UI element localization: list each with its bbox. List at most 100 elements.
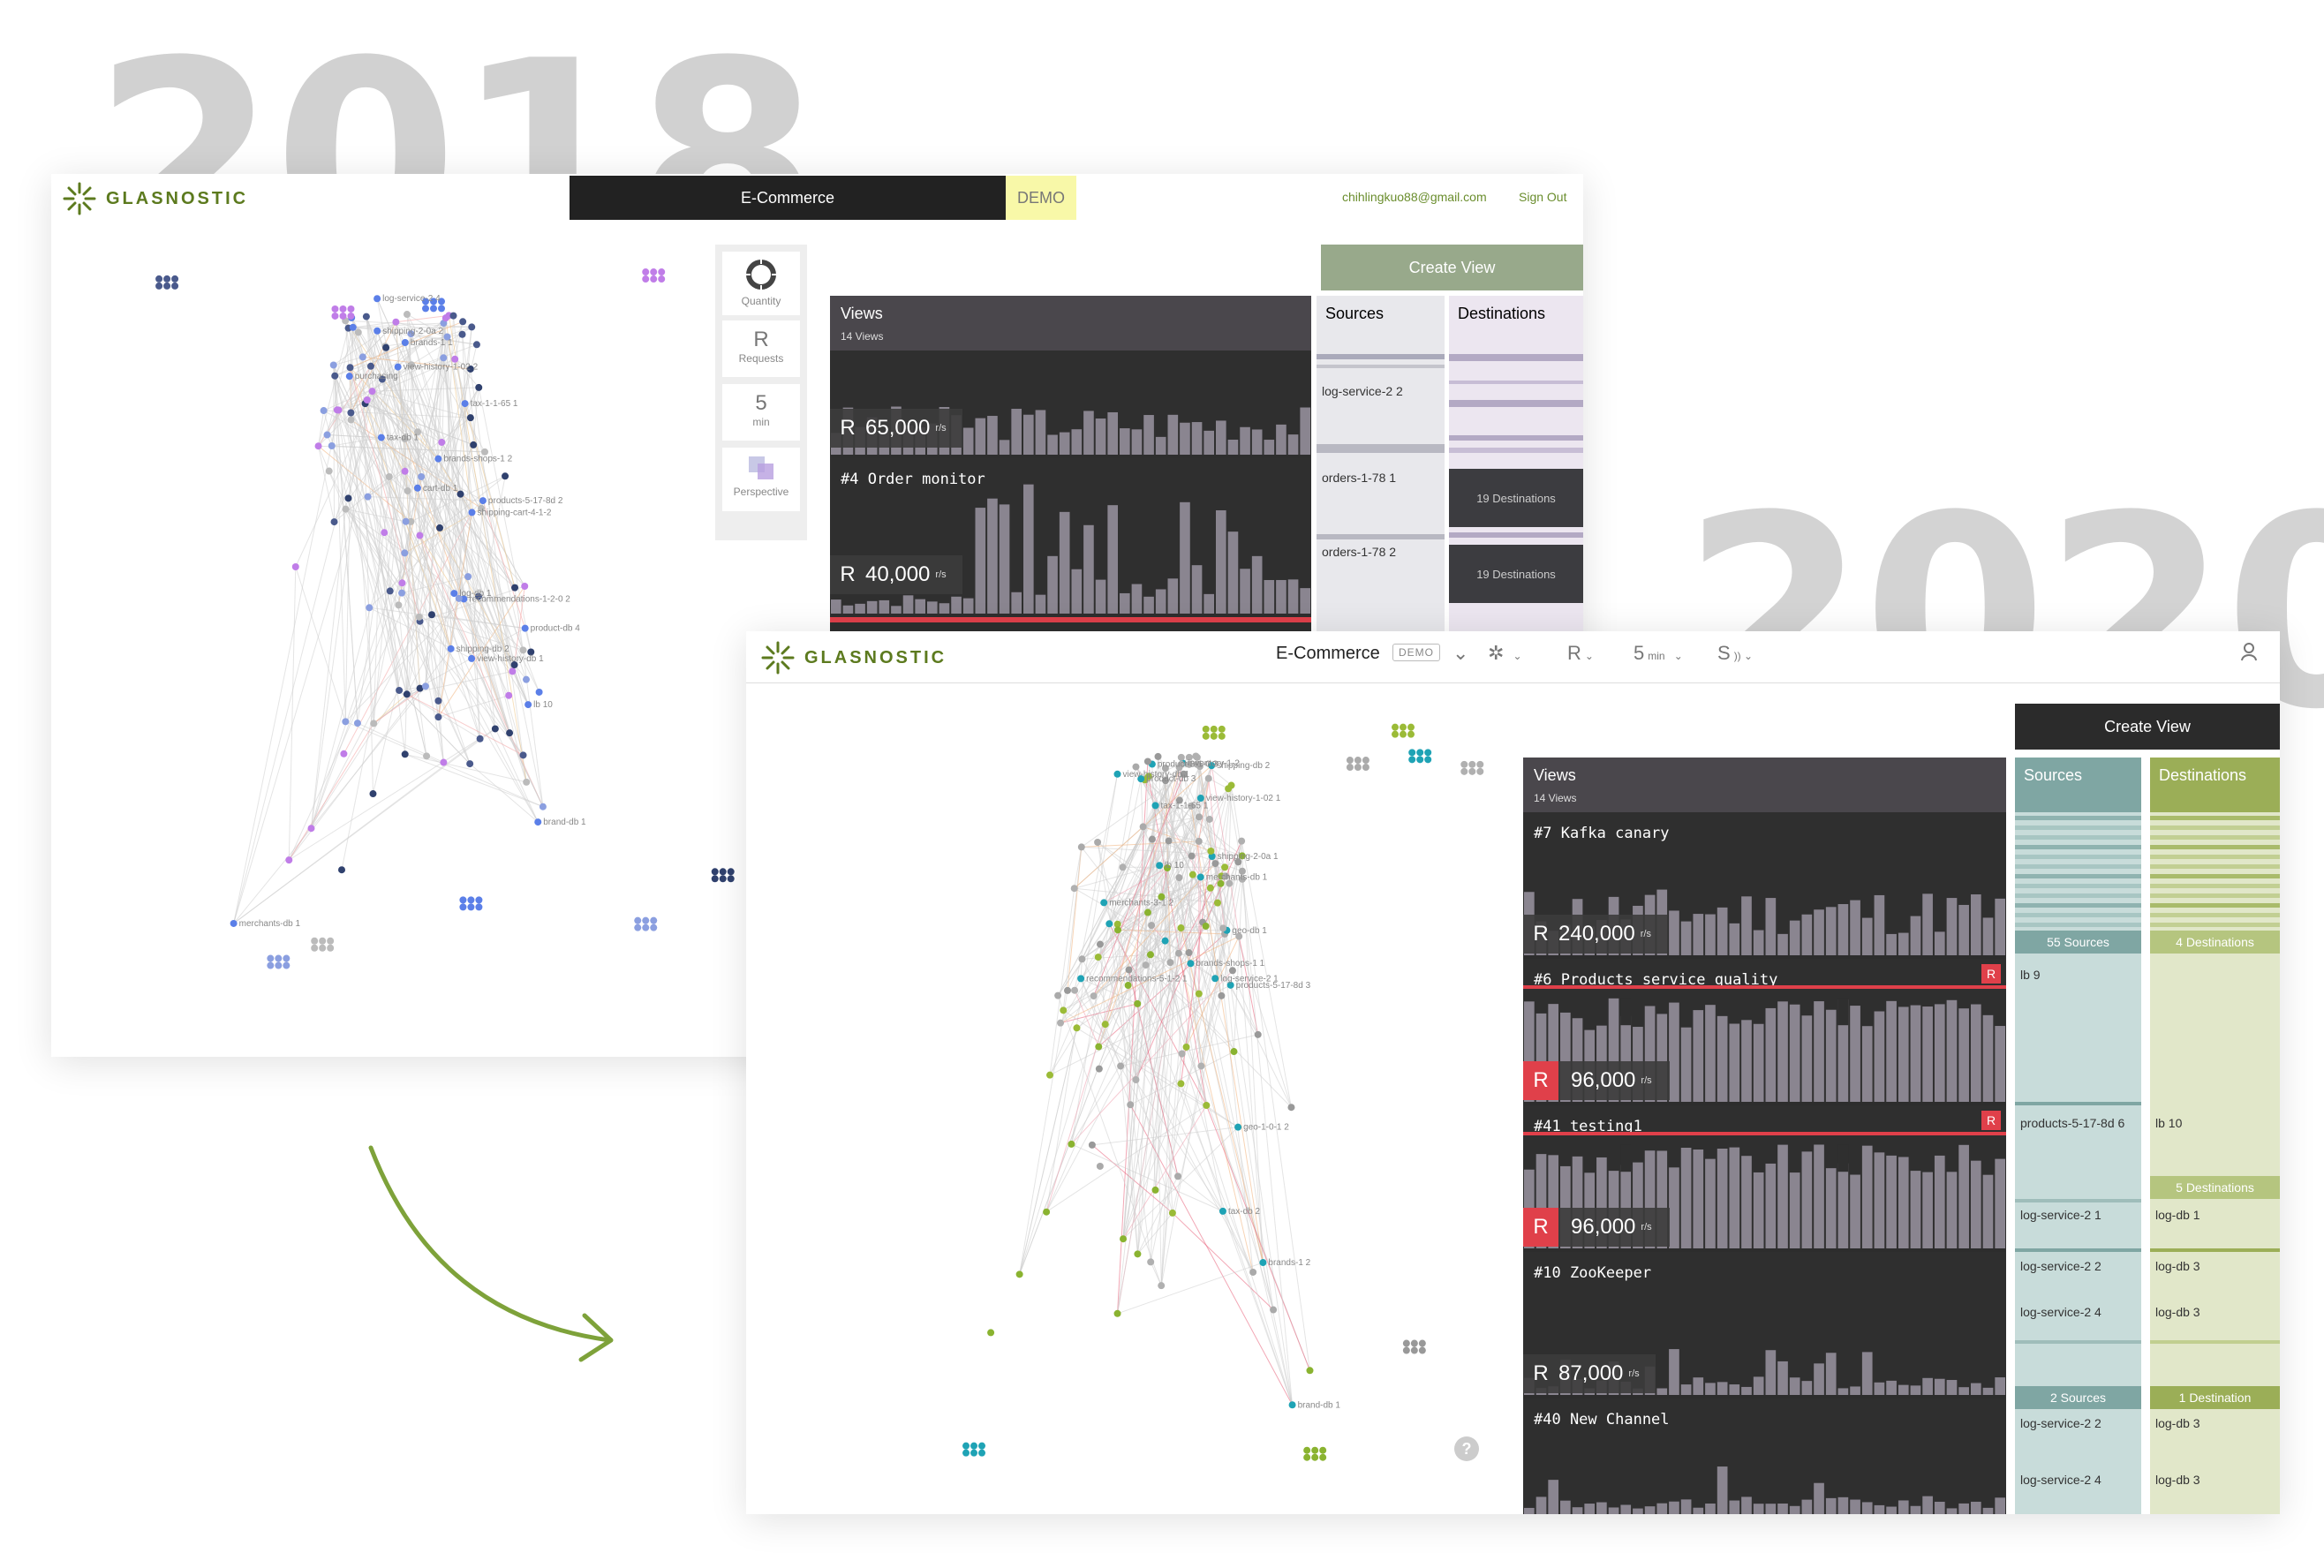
- policy-selector[interactable]: S)) ⌄: [1717, 642, 1754, 664]
- destinations-summary[interactable]: 4 Destinations: [2150, 931, 2280, 954]
- graph-node: [401, 339, 409, 347]
- sources-summary[interactable]: 2 Sources: [2015, 1386, 2141, 1409]
- sparkline-bar: [1874, 1504, 1885, 1514]
- sparkline-bar: [1958, 1008, 1969, 1102]
- user-icon[interactable]: [2240, 642, 2261, 667]
- graph-node-label: log-db 1: [459, 589, 492, 599]
- source-item[interactable]: log-service-2 1: [2020, 1208, 2101, 1222]
- view-card[interactable]: #4 Order monitor R 40,000 r/s: [830, 458, 1311, 614]
- source-item[interactable]: products-5-17-8d 6: [2020, 1116, 2125, 1130]
- graph-node: [366, 604, 374, 612]
- source-item[interactable]: log-service-2 2: [1322, 384, 1403, 398]
- graph-node: [1197, 1062, 1205, 1070]
- destinations-summary[interactable]: 1 Destination: [2150, 1386, 2280, 1409]
- source-item[interactable]: log-service-2 2: [2020, 1416, 2101, 1430]
- graph-edge: [311, 686, 426, 829]
- view-card[interactable]: #41 testing1 R R 96,000 r/s: [1523, 1105, 2006, 1248]
- destination-item[interactable]: log-db 3: [2155, 1473, 2200, 1487]
- destination-item[interactable]: log-db 1: [2155, 1208, 2200, 1222]
- alert-tag[interactable]: R: [1981, 964, 2001, 984]
- graph-edge: [1160, 780, 1166, 897]
- sources-summary[interactable]: 55 Sources: [2015, 931, 2141, 954]
- brand-logo[interactable]: GLASNOSTIC: [62, 181, 248, 216]
- source-item[interactable]: lb 9: [2020, 968, 2041, 982]
- sparkline-bar: [1023, 414, 1034, 455]
- graph-node: [416, 531, 424, 539]
- sparkline-bar: [1680, 1384, 1692, 1395]
- view-name: #7 Kafka canary: [1534, 825, 1670, 842]
- graph-edge: [1097, 841, 1162, 898]
- service-graph[interactable]: log-db 1 log-service-2 4 recommendations-1…: [122, 253, 758, 1048]
- destination-item[interactable]: log-db 3: [2155, 1259, 2200, 1273]
- graph-node: [1416, 756, 1424, 764]
- brand-logo[interactable]: GLASNOSTIC: [760, 640, 947, 675]
- view-card[interactable]: #40 New Channel: [1523, 1398, 2006, 1514]
- sparkline-bar: [1970, 1004, 1981, 1102]
- graph-node: [1174, 949, 1182, 957]
- service-graph[interactable]: log-service-2 1 recommendations-5-1-2 1 pr…: [861, 702, 1532, 1496]
- row-divider: [2150, 903, 2280, 908]
- alert-tag[interactable]: R: [1981, 1111, 2001, 1130]
- graph-edge: [1097, 841, 1224, 929]
- sparkline-bar: [1717, 907, 1728, 955]
- destination-item[interactable]: lb 10: [2155, 1116, 2183, 1130]
- graph-edge: [1103, 766, 1180, 903]
- graph-edge: [1093, 817, 1200, 997]
- user-email[interactable]: chihlingkuo88@gmail.com: [1342, 190, 1487, 204]
- perspective-tool[interactable]: Perspective: [722, 448, 800, 511]
- destinations-summary[interactable]: 5 Destinations: [2150, 1176, 2280, 1199]
- sparkline-bar: [951, 596, 962, 614]
- time-window-selector[interactable]: 5 min ⌄: [1634, 642, 1683, 664]
- cluster-icon[interactable]: ✲ ⌄: [1488, 642, 1522, 664]
- destination-item[interactable]: log-db 3: [2155, 1416, 2200, 1430]
- graph-node: [1303, 1446, 1311, 1454]
- view-card[interactable]: #7 Kafka canary R 240,000 r/s: [1523, 812, 2006, 955]
- graph-node: [1219, 924, 1227, 932]
- source-item[interactable]: log-service-2 2: [2020, 1259, 2101, 1273]
- environment-dropdown-chevron-icon[interactable]: ⌄: [1452, 642, 1469, 664]
- destinations-summary[interactable]: 19 Destinations: [1449, 469, 1583, 527]
- graph-node: [1202, 923, 1210, 931]
- row-divider: [2015, 1102, 2141, 1105]
- graph-node-label: view-history-1-02 1: [1206, 794, 1281, 803]
- source-item[interactable]: log-service-2 4: [2020, 1305, 2101, 1319]
- help-button[interactable]: ?: [1454, 1436, 1479, 1461]
- graph-node-label: geo-db 1: [1232, 926, 1267, 936]
- graph-node: [481, 448, 489, 456]
- sparkline-bar: [1741, 1386, 1752, 1395]
- graph-node: [1182, 1043, 1190, 1051]
- graph-node-label: lb 10: [533, 700, 553, 710]
- graph-edge: [1081, 846, 1242, 856]
- graph-node: [642, 916, 650, 924]
- sparkline-bar: [902, 595, 914, 614]
- destination-item[interactable]: log-db 3: [2155, 1305, 2200, 1319]
- app-title[interactable]: E-Commerce: [570, 176, 1006, 220]
- metric-selector[interactable]: R ⌄: [1567, 642, 1594, 664]
- source-item[interactable]: orders-1-78 2: [1322, 545, 1397, 559]
- destinations-summary[interactable]: 19 Destinations: [1449, 545, 1583, 603]
- view-card[interactable]: #6 Products service quality R R 96,000 r…: [1523, 959, 2006, 1102]
- quantity-tool[interactable]: Quantity: [722, 252, 800, 315]
- graph-node-label: recommendations-5-1-2 1: [1086, 974, 1188, 984]
- sparkline-bar: [1693, 914, 1704, 955]
- requests-tool[interactable]: R Requests: [722, 320, 800, 377]
- graph-node: [470, 441, 478, 449]
- graph-edge: [381, 343, 478, 381]
- source-item[interactable]: orders-1-78 1: [1322, 471, 1397, 485]
- sparkline-bar: [1633, 1162, 1643, 1248]
- sparkline-bar: [1669, 1349, 1679, 1395]
- app-title[interactable]: E-Commerce: [1276, 644, 1380, 663]
- sparkline-gap: [1837, 1144, 1849, 1172]
- graph-node: [511, 584, 519, 592]
- window-tool[interactable]: 5 min: [722, 384, 800, 441]
- sparkline-bar: [1596, 1502, 1607, 1514]
- graph-node-label: shipping-2-0a 2: [382, 327, 443, 336]
- view-card[interactable]: R 65,000 r/s: [830, 351, 1311, 455]
- create-view-button[interactable]: Create View: [2015, 704, 2280, 750]
- graph-edge: [425, 323, 444, 687]
- sign-out-link[interactable]: Sign Out: [1519, 190, 1567, 204]
- source-item[interactable]: log-service-2 4: [2020, 1473, 2101, 1487]
- view-card[interactable]: #10 ZooKeeper R 87,000 r/s: [1523, 1252, 2006, 1395]
- sparkline-bar: [1934, 1004, 1945, 1102]
- create-view-button[interactable]: Create View: [1321, 245, 1583, 290]
